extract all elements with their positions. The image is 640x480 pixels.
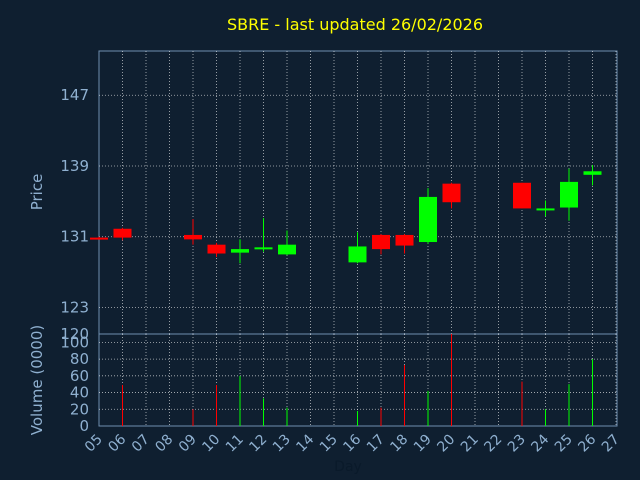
candle-body [513, 182, 531, 209]
candle-body [583, 171, 602, 175]
candle-body [348, 246, 367, 263]
price-axis-label: Price [28, 174, 46, 211]
chart-title: SBRE - last updated 26/02/2026 [227, 15, 483, 34]
candle-body [90, 237, 108, 240]
candle-body [278, 244, 296, 255]
candle [254, 218, 273, 252]
price-tick-label: 131 [60, 228, 89, 246]
candle [184, 219, 202, 245]
candle-body [560, 181, 578, 208]
candle [231, 239, 249, 264]
price-tick-label: 120 [60, 325, 89, 343]
price-y-ticks: 120 123 131 139 147 [60, 86, 89, 343]
price-tick-label: 147 [60, 86, 89, 104]
candle-body [442, 183, 461, 203]
candles [90, 165, 602, 264]
candle-body [184, 234, 202, 240]
candle-body [395, 234, 414, 246]
candle [442, 182, 461, 209]
candle [348, 232, 367, 264]
candle [372, 234, 390, 255]
x-axis-label: Day [334, 459, 362, 475]
candle-body [113, 228, 132, 238]
price-tick-label: 139 [60, 157, 89, 175]
candle [278, 230, 296, 256]
volume-tick-label: 20 [70, 400, 89, 418]
candle-body [231, 249, 249, 253]
candle-body [207, 244, 226, 254]
candle [90, 236, 108, 240]
volume-tick-label: 100 [60, 333, 89, 351]
volume-axis-label: Volume (0000) [28, 325, 46, 435]
candle [560, 168, 578, 221]
volume-tick-label: 0 [79, 417, 89, 435]
x-ticks: 05 06 07 08 09 10 11 12 13 14 15 16 17 18 19 20 21 22 23 24… [82, 431, 623, 455]
candle-body [419, 196, 437, 243]
price-panel: 120 123 131 139 147 Price [28, 50, 618, 343]
price-tick-label: 123 [60, 298, 89, 316]
candle-body [372, 234, 390, 250]
candle-body [536, 208, 555, 211]
candle [207, 242, 226, 258]
candle [513, 182, 531, 209]
candle-body [254, 247, 273, 250]
candle [395, 234, 414, 254]
candle [113, 227, 132, 241]
candle [583, 165, 602, 186]
volume-bars [122, 334, 593, 426]
volume-tick-label: 60 [70, 367, 89, 385]
candle [536, 200, 555, 217]
volume-tick-label: 80 [70, 350, 89, 368]
candle [419, 188, 437, 244]
volume-tick-label: 40 [70, 384, 89, 402]
